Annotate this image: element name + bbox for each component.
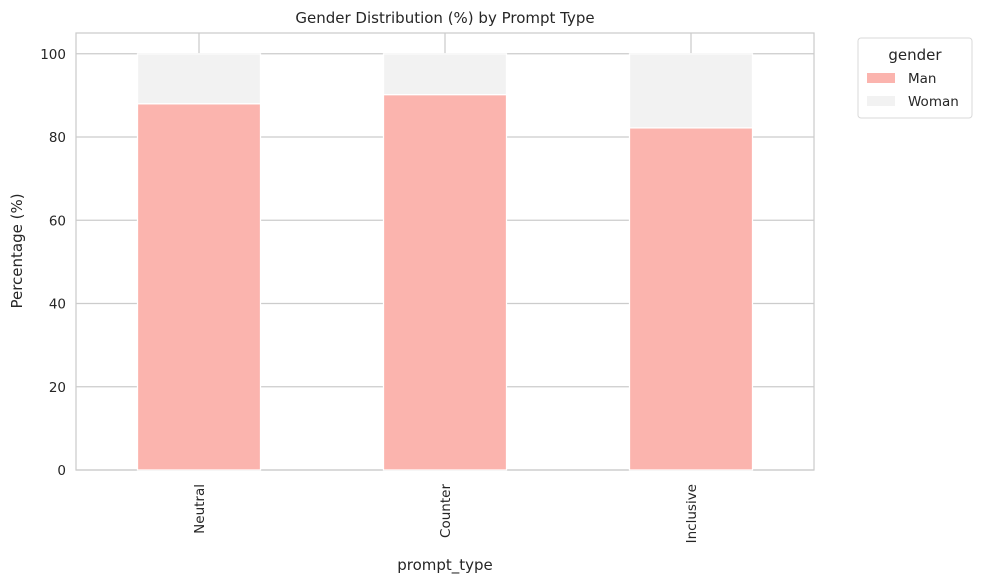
x-tick-label-neutral: Neutral bbox=[192, 484, 208, 534]
y-tick-labels: 0 20 40 60 80 100 bbox=[40, 47, 66, 479]
bar-man-neutral bbox=[136, 103, 262, 471]
legend-swatch-man bbox=[867, 73, 895, 83]
x-tick-label-inclusive: Inclusive bbox=[684, 484, 700, 543]
y-tick-label: 0 bbox=[57, 463, 66, 479]
legend-label-woman: Woman bbox=[908, 94, 959, 110]
plot-area: 0 20 40 60 80 100 Neutral Counter Inclusive bbox=[40, 32, 815, 544]
legend-title: gender bbox=[888, 46, 942, 64]
bar-man-counter bbox=[382, 93, 508, 471]
legend-label-man: Man bbox=[908, 71, 936, 87]
y-tick-label: 20 bbox=[49, 380, 66, 396]
bars bbox=[136, 53, 754, 471]
y-tick-label: 40 bbox=[49, 297, 66, 313]
y-tick-label: 60 bbox=[49, 213, 66, 229]
legend: gender Man Woman bbox=[857, 37, 973, 119]
legend-items: Man Woman bbox=[867, 71, 959, 110]
chart-title: Gender Distribution (%) by Prompt Type bbox=[295, 9, 594, 27]
x-axis-label: prompt_type bbox=[397, 556, 493, 575]
y-tick-label: 80 bbox=[49, 130, 66, 146]
bar-woman-counter bbox=[382, 53, 508, 96]
x-tick-labels: Neutral Counter Inclusive bbox=[192, 484, 700, 544]
bar-woman-neutral bbox=[136, 53, 262, 105]
legend-swatch-woman bbox=[867, 96, 895, 106]
x-tick-label-counter: Counter bbox=[438, 484, 454, 538]
y-axis-label: Percentage (%) bbox=[8, 193, 26, 308]
bar-woman-inclusive bbox=[628, 53, 754, 129]
y-tick-label: 100 bbox=[40, 47, 66, 63]
bar-man-inclusive bbox=[628, 127, 754, 471]
